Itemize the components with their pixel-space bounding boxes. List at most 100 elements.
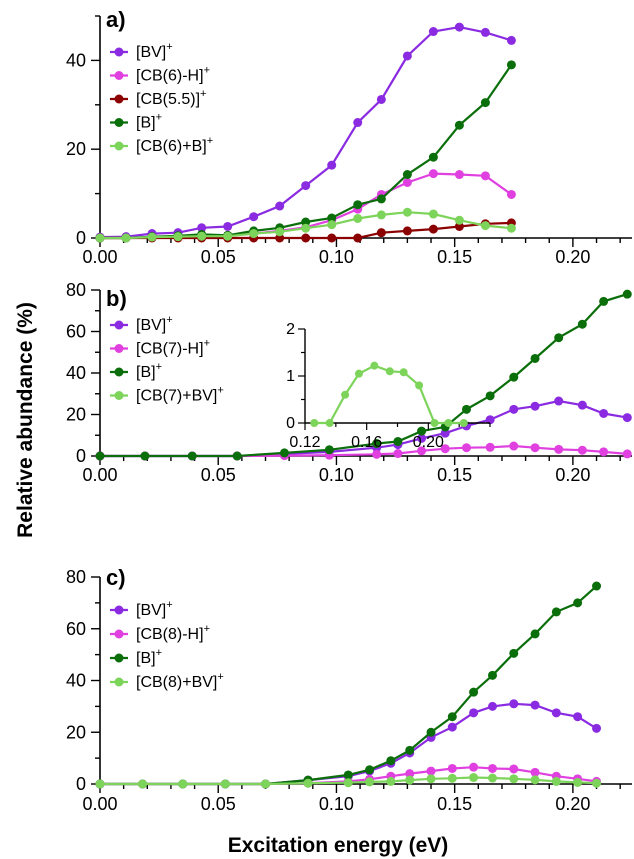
data-point xyxy=(261,779,271,789)
data-point xyxy=(506,223,516,233)
legend-swatch-marker xyxy=(114,653,124,663)
inset-y-tick-label: 2 xyxy=(286,321,295,338)
legend-swatch-marker xyxy=(114,47,124,57)
panel-paren: ) xyxy=(118,7,125,32)
data-point xyxy=(440,428,450,438)
data-point xyxy=(622,449,632,459)
inset-data-point xyxy=(310,419,319,427)
x-tick-label: 0.05 xyxy=(201,465,236,485)
data-point xyxy=(440,444,450,454)
data-point xyxy=(249,212,259,222)
y-tick-label: 0 xyxy=(76,774,86,794)
legend-swatch-marker xyxy=(114,367,124,377)
inset-data-point xyxy=(325,419,334,427)
legend-label: [CB(8)+BV] xyxy=(136,674,217,691)
data-point xyxy=(469,762,479,772)
data-point xyxy=(485,391,495,401)
data-point xyxy=(509,764,519,774)
data-point xyxy=(405,775,415,785)
data-point xyxy=(376,94,386,104)
data-point xyxy=(324,445,334,455)
data-point xyxy=(405,769,415,779)
data-point xyxy=(469,687,479,697)
legend-swatch-marker xyxy=(114,344,124,353)
legend-label: [CB(5.5)] xyxy=(136,91,200,108)
data-point xyxy=(223,221,233,231)
data-point xyxy=(95,451,105,461)
inset-plot: 0.12 0.16 0.20 0 1 2 xyxy=(286,321,491,451)
data-point xyxy=(249,229,259,239)
data-point xyxy=(480,27,490,37)
legend-entry: [CB(6)+B]+ xyxy=(136,135,213,155)
data-point xyxy=(402,51,412,61)
inset-y-tick-label: 0 xyxy=(286,415,295,432)
data-point xyxy=(599,408,609,418)
data-point xyxy=(428,224,438,234)
inset-x-tick-label: 0.16 xyxy=(351,434,382,451)
inset-data-point xyxy=(385,367,394,376)
inset-y-tick-label: 1 xyxy=(286,368,295,385)
data-point xyxy=(402,170,412,180)
data-point xyxy=(447,763,457,773)
data-point xyxy=(454,215,464,225)
x-tick-label: 0.10 xyxy=(319,794,354,814)
data-point xyxy=(454,22,464,32)
series-line-2 xyxy=(100,293,628,458)
data-point xyxy=(386,756,396,766)
x-tick-label: 0.05 xyxy=(201,247,236,267)
data-point xyxy=(393,436,403,446)
legend-superscript: + xyxy=(156,361,162,373)
data-point xyxy=(353,200,363,210)
data-point xyxy=(530,353,540,363)
legend-entry: [BV]+ xyxy=(136,599,173,619)
x-axis-title: Excitation energy (eV) xyxy=(228,834,449,857)
data-point xyxy=(327,233,337,243)
data-point xyxy=(622,289,632,299)
legend-label: [CB(7)-H] xyxy=(136,341,204,358)
data-point xyxy=(393,449,403,459)
data-point xyxy=(487,670,497,680)
panel-letter: b xyxy=(106,286,119,311)
x-tick-label: 0.10 xyxy=(319,465,354,485)
data-point xyxy=(509,774,519,784)
y-tick-label: 0 xyxy=(76,446,86,466)
data-point xyxy=(402,207,412,217)
data-point xyxy=(173,232,183,242)
legend-label: [BV] xyxy=(136,602,166,619)
legend-swatch-marker xyxy=(114,320,124,330)
data-point xyxy=(405,745,415,755)
panel-paren: ) xyxy=(118,565,125,590)
data-point xyxy=(599,296,609,306)
legend-entry: [CB(7)-H]+ xyxy=(136,338,210,358)
data-point xyxy=(447,773,457,783)
data-point xyxy=(530,700,540,710)
x-tick-label: 0.05 xyxy=(201,794,236,814)
data-point xyxy=(372,449,382,459)
legend-superscript: + xyxy=(200,88,206,100)
x-tick-label: 0.15 xyxy=(437,247,472,267)
data-point xyxy=(428,27,438,37)
legend-label: [CB(7)+BV] xyxy=(136,388,217,405)
data-point xyxy=(428,152,438,162)
panel-label: b) xyxy=(106,286,127,311)
data-point xyxy=(197,231,207,241)
data-point xyxy=(220,779,230,789)
legend-swatch-marker xyxy=(114,71,124,80)
data-point xyxy=(551,607,561,617)
data-point xyxy=(376,210,386,220)
data-point xyxy=(447,712,457,722)
legend-label: [B] xyxy=(136,115,156,132)
data-point xyxy=(275,233,285,243)
data-point xyxy=(554,444,564,454)
legend-superscript: + xyxy=(166,599,172,611)
data-point xyxy=(592,778,602,788)
x-tick-label: 0.00 xyxy=(82,247,117,267)
data-point xyxy=(454,120,464,130)
data-point xyxy=(454,170,464,180)
y-tick-label: 80 xyxy=(66,567,86,587)
legend-superscript: + xyxy=(217,385,223,397)
data-point xyxy=(469,773,479,783)
inset-data-point xyxy=(430,419,439,427)
legend-swatch-marker xyxy=(114,629,124,639)
